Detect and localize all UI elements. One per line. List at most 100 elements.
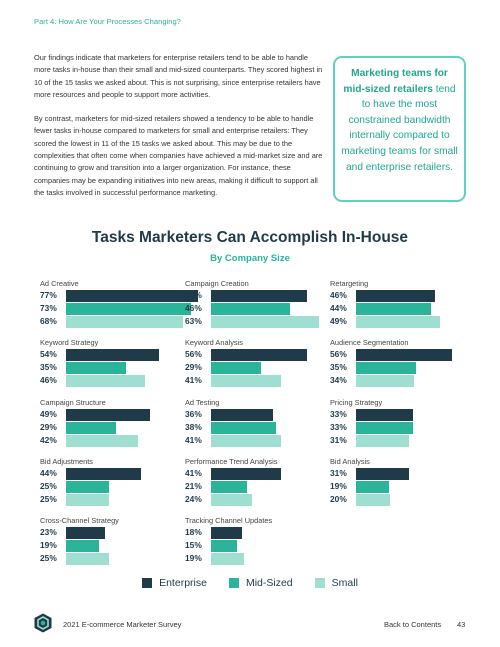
bar-small: [356, 435, 410, 447]
body-text: Our findings indicate that marketers for…: [34, 52, 324, 211]
legend-swatch-mid-sized: [228, 578, 239, 588]
chart-subtitle: By Company Size: [210, 253, 290, 264]
bar-mid-sized: [211, 422, 277, 434]
bar-row-mid-sized: 33%: [330, 421, 470, 434]
data-label: 25%: [40, 481, 57, 491]
section-label: Part 4: How Are Your Processes Changing?: [34, 17, 181, 26]
legend-swatch-enterprise: [142, 578, 153, 588]
body-paragraph: By contrast, marketers for mid-sized ret…: [34, 114, 323, 197]
panel-title: Tracking Channel Updates: [185, 516, 273, 525]
data-label: 31%: [330, 468, 347, 478]
bar-row-small: 19%: [185, 552, 325, 565]
data-label: 42%: [40, 435, 57, 445]
bar-row-mid-sized: 35%: [330, 361, 470, 374]
bar-row-enterprise: 56%: [185, 289, 325, 302]
bar-row-small: 63%: [185, 315, 325, 328]
data-label: 68%: [40, 316, 57, 326]
bar-row-small: 46%: [40, 374, 180, 387]
bar-mid-sized: [356, 303, 432, 315]
data-label: 25%: [40, 553, 57, 563]
bar-mid-sized: [66, 422, 116, 434]
data-label: 34%: [330, 375, 347, 385]
chart-panel: Campaign Creation 56% 46% 63%: [185, 279, 325, 328]
data-label: 24%: [185, 494, 202, 504]
bar-small: [211, 435, 282, 447]
data-label: 73%: [40, 303, 57, 313]
data-label: 46%: [330, 290, 347, 300]
bar-row-small: 25%: [40, 493, 180, 506]
bar-small: [66, 316, 183, 328]
panel-title: Performance Trend Analysis: [185, 457, 278, 466]
bar-small: [211, 316, 319, 328]
data-label: 15%: [185, 540, 202, 550]
data-label: 46%: [40, 375, 57, 385]
bar-small: [211, 553, 244, 565]
panel-title: Bid Analysis: [330, 457, 370, 466]
bar-row-enterprise: 36%: [185, 408, 325, 421]
bar-mid-sized: [66, 540, 99, 552]
chart-panel: Bid Adjustments 44% 25% 25%: [40, 457, 180, 506]
data-label: 25%: [40, 494, 57, 504]
bar-mid-sized: [66, 362, 126, 374]
bar-row-small: 42%: [40, 434, 180, 447]
panel-title: Pricing Strategy: [330, 398, 383, 407]
data-label: 38%: [185, 422, 202, 432]
bar-row-small: 41%: [185, 434, 325, 447]
legend-item-enterprise: Enterprise: [142, 577, 207, 589]
chart-panel: Keyword Analysis 56% 29% 41%: [185, 338, 325, 387]
panel-title: Ad Creative: [40, 279, 79, 288]
bar-enterprise: [211, 527, 242, 539]
footer-title: 2021 E-commerce Marketer Survey: [63, 620, 182, 629]
chart-title: Tasks Marketers Can Accomplish In-House: [91, 229, 409, 246]
chart-panel: Ad Testing 36% 38% 41%: [185, 398, 325, 447]
bar-row-mid-sized: 73%: [40, 302, 192, 315]
chart-panel: Performance Trend Analysis 41% 21% 24%: [185, 457, 325, 506]
hexagon-logo-icon: [34, 613, 52, 633]
bar-mid-sized: [356, 422, 413, 434]
data-label: 77%: [40, 290, 57, 300]
legend-item-small: Small: [314, 577, 358, 589]
bar-small: [66, 553, 109, 565]
legend-label: Enterprise: [159, 577, 207, 589]
bar-row-enterprise: 44%: [40, 467, 180, 480]
bar-small: [66, 494, 109, 506]
chart-panel: Audience Segmentation 56% 35% 34%: [330, 338, 470, 387]
bar-row-mid-sized: 35%: [40, 361, 180, 374]
bar-small: [211, 375, 282, 387]
bar-small: [356, 375, 415, 387]
data-label: 18%: [185, 527, 202, 537]
data-label: 54%: [40, 349, 57, 359]
data-label: 44%: [40, 468, 57, 478]
bar-mid-sized: [66, 481, 109, 493]
panel-title: Audience Segmentation: [330, 338, 409, 347]
data-label: 41%: [185, 435, 202, 445]
bar-enterprise: [66, 409, 150, 421]
legend-label: Mid-Sized: [245, 577, 293, 589]
bar-row-enterprise: 77%: [40, 289, 198, 302]
data-label: 56%: [330, 349, 347, 359]
data-label: 36%: [185, 409, 202, 419]
callout-box: Marketing teams for mid-sized retailers …: [333, 56, 466, 202]
data-label: 23%: [40, 527, 57, 537]
bar-row-small: 68%: [40, 315, 183, 328]
bar-row-mid-sized: 29%: [40, 421, 180, 434]
back-to-contents-link[interactable]: Back to Contents: [384, 620, 442, 629]
bar-row-enterprise: 23%: [40, 526, 180, 539]
bar-row-small: 41%: [185, 374, 325, 387]
bar-row-enterprise: 18%: [185, 526, 325, 539]
bar-row-enterprise: 56%: [330, 348, 470, 361]
bar-enterprise: [211, 290, 307, 302]
bar-row-small: 31%: [330, 434, 470, 447]
panel-title: Retargeting: [330, 279, 369, 288]
bar-row-small: 20%: [330, 493, 470, 506]
data-label: 63%: [185, 316, 202, 326]
bar-row-mid-sized: 38%: [185, 421, 325, 434]
chart-panel: Tracking Channel Updates 18% 15% 19%: [185, 516, 325, 565]
data-label: 49%: [330, 316, 347, 326]
data-label: 56%: [185, 349, 202, 359]
data-label: 41%: [185, 375, 202, 385]
bar-row-mid-sized: 25%: [40, 480, 180, 493]
chart-panel: Campaign Structure 49% 29% 42%: [40, 398, 180, 447]
bar-mid-sized: [356, 362, 416, 374]
page-number: 43: [457, 620, 466, 629]
